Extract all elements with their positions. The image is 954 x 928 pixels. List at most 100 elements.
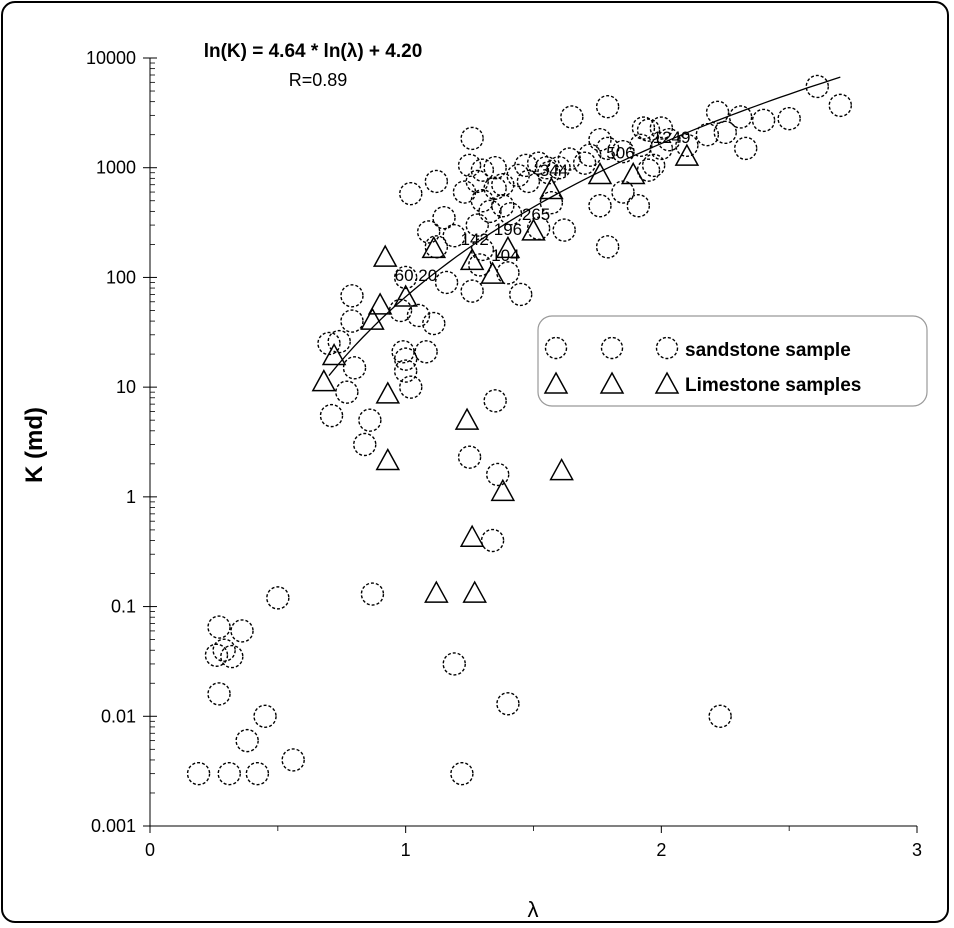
sandstone-point	[708, 704, 732, 728]
sandstone-point	[478, 199, 502, 224]
sandstone-point	[657, 128, 681, 152]
sandstone-point	[465, 169, 489, 194]
y-tick-label: 0.1	[111, 597, 136, 617]
data-label: 196	[494, 220, 522, 239]
sandstone-point	[649, 136, 674, 161]
sandstone-point	[626, 194, 651, 218]
data-label: 142	[461, 230, 489, 249]
sandstone-point	[253, 704, 277, 728]
sandstone-point	[713, 120, 737, 145]
fit-equation: ln(K) = 4.64 * ln(λ) + 4.20	[204, 41, 423, 62]
y-tick-label: 100	[106, 267, 136, 287]
limestone-point	[311, 369, 337, 392]
sandstone-point	[266, 586, 290, 610]
sandstone-point	[452, 180, 477, 204]
r-value: R=0.89	[289, 70, 348, 90]
sandstone-point	[491, 194, 515, 218]
sandstone-point	[641, 153, 666, 178]
limestone-point	[421, 235, 447, 259]
sandstone-point	[595, 94, 620, 119]
sandstone-point	[416, 220, 441, 244]
sandstone-point	[340, 284, 364, 308]
data-points	[186, 74, 852, 786]
sandstone-point	[649, 116, 674, 140]
sandstone-point	[393, 265, 418, 290]
sandstone-point	[506, 163, 530, 188]
sandstone-point	[516, 169, 541, 194]
sandstone-point	[631, 116, 656, 140]
data-label: 506	[606, 143, 634, 162]
y-tick-label: 10000	[86, 48, 136, 68]
sandstone-point	[442, 224, 466, 248]
limestone-point	[480, 261, 505, 284]
sandstone-point	[470, 158, 495, 182]
sandstone-point	[186, 761, 211, 786]
sandstone-point	[509, 282, 533, 307]
sandstone-point	[675, 133, 699, 158]
legend-limestone-label: Limestone samples	[685, 375, 861, 396]
x-tick-label: 2	[656, 840, 666, 860]
sandstone-point	[442, 652, 466, 676]
limestone-point	[424, 580, 449, 603]
data-label: 60.20	[395, 266, 438, 285]
sandstone-point	[457, 153, 482, 178]
data-label: 344	[540, 161, 568, 180]
data-label: 265	[522, 205, 550, 224]
sandstone-point	[695, 122, 720, 147]
sandstone-point	[217, 761, 241, 786]
legend-triangle-marker	[543, 371, 569, 394]
sandstone-point	[572, 151, 597, 175]
sandstone-point	[705, 100, 730, 124]
sandstone-point	[207, 682, 231, 706]
sandstone-point	[391, 340, 415, 364]
sandstone-point	[636, 158, 661, 182]
legend: sandstone sample Limestone samples	[537, 315, 928, 407]
limestone-point	[372, 244, 398, 267]
limestone-point	[587, 161, 613, 185]
sandstone-point	[340, 309, 364, 333]
limestone-point	[495, 235, 521, 259]
sandstone-point	[470, 237, 495, 262]
y-tick-label: 0.001	[91, 816, 136, 836]
sandstone-point	[578, 143, 602, 167]
limestone-point	[620, 161, 646, 185]
sandstone-point	[751, 108, 776, 133]
data-label: 104	[491, 246, 519, 265]
sandstone-point	[212, 638, 236, 662]
legend-limestone-markers	[543, 371, 680, 394]
sandstone-point	[281, 748, 305, 772]
sandstone-point	[486, 462, 510, 487]
sandstone-point	[393, 347, 418, 371]
sandstone-point	[611, 139, 635, 164]
sandstone-point	[734, 136, 758, 161]
sandstone-point	[319, 403, 344, 428]
sandstone-point	[399, 375, 423, 399]
legend-triangle-marker	[654, 371, 680, 394]
y-tick-label: 10	[116, 377, 136, 397]
y-axis-title: K (md)	[21, 407, 48, 483]
y-tick-label: 0.01	[101, 706, 136, 726]
x-axis-title: λ	[528, 897, 539, 922]
sandstone-point	[539, 190, 564, 215]
trend-line	[328, 76, 841, 377]
sandstone-point	[588, 128, 612, 152]
sandstone-point	[460, 279, 484, 303]
sandstone-point	[358, 408, 382, 432]
sandstone-point	[728, 105, 753, 129]
legend-sandstone-label: sandstone sample	[685, 340, 851, 361]
sandstone-point	[491, 173, 515, 197]
x-tick-label: 0	[145, 840, 155, 860]
sandstone-point	[422, 311, 446, 336]
sandstone-point	[552, 218, 576, 242]
chart-axes: 0.001 0.01 0.1 1 10 100 1000 10000 0 1 2 3	[86, 48, 922, 860]
sandstone-point	[828, 93, 852, 118]
sandstone-point	[424, 169, 449, 194]
sandstone-point	[204, 643, 229, 667]
trend-line-group	[328, 76, 841, 377]
sandstone-point	[777, 106, 801, 131]
legend-circle-marker	[544, 336, 568, 360]
sandstone-point	[414, 340, 438, 364]
sandstone-point	[560, 105, 584, 129]
sandstone-point	[483, 156, 507, 180]
sandstone-point	[470, 189, 495, 213]
